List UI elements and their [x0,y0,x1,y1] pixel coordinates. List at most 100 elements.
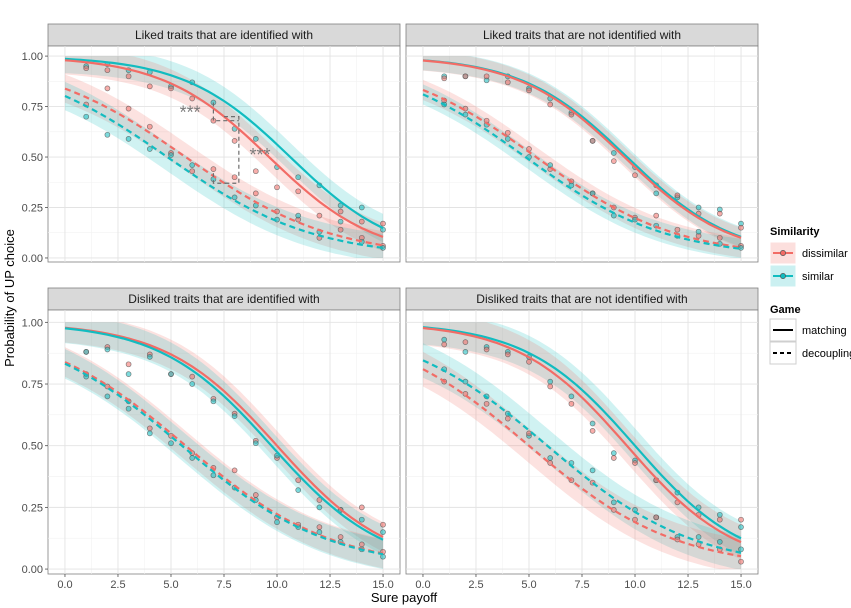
data-point-similar-decoupling [231,194,238,201]
data-point-dissimilar-decoupling [231,174,238,181]
x-tick-label: 12.5 [677,579,698,591]
x-tick-label: 7.5 [216,579,231,591]
data-point-dissimilar-matching [337,208,344,215]
x-tick-label: 5.0 [521,579,536,591]
legend-key-similar: similar [769,264,834,288]
legend-label-decoupling: decoupling [802,348,851,360]
data-point-dissimilar-matching [610,158,617,164]
data-point-similar-decoupling [168,440,174,447]
data-point-similar-matching [125,371,132,377]
data-point-similar-matching [547,378,554,385]
data-point-similar-matching [441,336,448,343]
data-point-dissimilar-matching [274,184,280,191]
data-point-dissimilar-matching [504,351,511,358]
data-point-dissimilar-matching [738,516,744,523]
panel-title: Disliked traits that are identified with [128,292,319,306]
data-point-dissimilar-matching [168,85,174,92]
data-point-similar-decoupling [738,546,744,553]
significance-label-top: *** [180,103,201,123]
data-point-similar-decoupling [716,539,723,545]
y-axis-title: Probability of UP choice [2,229,17,367]
data-point-similar-matching [316,504,323,511]
data-point-similar-decoupling [125,136,132,142]
data-point-similar-decoupling [146,430,153,437]
bracket-decoupling-similarity [212,173,227,184]
data-point-dissimilar-matching [632,172,638,179]
data-point-dissimilar-matching [738,224,744,231]
data-point-dissimilar-decoupling [504,415,511,422]
data-point-dissimilar-matching [295,477,302,484]
data-point-similar-matching [589,420,596,427]
data-point-dissimilar-matching [462,73,469,80]
data-point-similar-decoupling [210,472,217,479]
bracket-game-difference [224,116,240,184]
fit-line-similar-decoupling [64,362,384,556]
x-tick-label: 2.5 [110,579,125,591]
significance-label-right: *** [250,145,271,165]
data-point-similar-matching [210,398,217,405]
x-tick-label: 0.0 [415,579,430,591]
data-point-similar-decoupling [83,113,90,120]
y-tick-label: 0.75 [22,102,43,114]
data-point-similar-decoupling [189,162,196,168]
y-tick-label: 0.00 [22,253,43,265]
fit-line-similar-decoupling [422,93,742,250]
x-tick-label: 15.0 [730,579,751,591]
ribbon-similar-matching [423,322,741,556]
x-tick-label: 0.0 [57,579,72,591]
data-point-similar-matching [653,190,660,197]
bracket-matching-similarity [212,102,239,122]
panel-title: Liked traits that are not identified wit… [483,28,681,42]
data-point-dissimilar-matching [716,210,723,217]
data-point-similar-decoupling [125,405,132,412]
data-point-dissimilar-matching [104,67,111,74]
data-point-dissimilar-decoupling [189,168,196,175]
ribbon-similar-matching [423,56,741,247]
data-point-similar-decoupling [146,146,153,152]
data-point-dissimilar-matching [189,373,196,380]
ribbon-similar-decoupling [65,349,383,569]
ribbon-dissimilar-decoupling [65,74,383,258]
legend-key-decoupling: decoupling [769,341,851,365]
fit-line-dissimilar-matching [64,326,384,538]
data-point-similar-matching [168,371,174,377]
data-point-similar-matching [252,440,259,447]
y-tick-label: 0.00 [22,564,43,576]
data-point-dissimilar-decoupling [146,123,153,130]
ribbon-similar-decoupling [65,81,383,259]
y-tick-label: 0.75 [22,379,43,391]
data-point-dissimilar-matching [568,111,575,118]
data-point-dissimilar-decoupling [316,524,323,530]
ribbon-dissimilar-matching [423,322,741,560]
y-tick-label: 0.25 [22,502,43,514]
data-point-dissimilar-matching [526,358,532,365]
data-point-dissimilar-matching [632,460,638,466]
data-point-similar-matching [568,393,575,400]
data-point-dissimilar-matching [462,339,469,345]
fit-line-similar-matching [64,57,384,230]
data-point-dissimilar-matching [252,168,259,175]
panel-title: Disliked traits that are not identified … [476,292,687,306]
ribbon-similar-matching [65,56,383,243]
data-point-dissimilar-matching [125,73,132,80]
data-point-similar-matching [83,349,90,355]
data-point-dissimilar-decoupling [526,430,532,437]
data-point-dissimilar-matching [358,504,365,511]
data-point-similar-decoupling [738,245,744,251]
fit-line-dissimilar-decoupling [64,87,384,247]
data-point-similar-matching [252,136,259,142]
fit-line-dissimilar-matching [422,59,742,239]
data-point-similar-matching [295,174,302,181]
data-point-dissimilar-decoupling [146,425,153,432]
data-point-dissimilar-matching [483,346,490,353]
x-tick-label: 10.0 [266,579,287,591]
data-point-similar-decoupling [337,218,344,225]
legend-label-dissimilar: dissimilar [802,248,848,260]
data-point-similar-decoupling [295,212,302,219]
y-tick-label: 0.50 [22,152,43,164]
legend-key-matching: matching [769,318,847,342]
data-point-dissimilar-decoupling [125,105,132,112]
data-point-dissimilar-decoupling [483,400,490,407]
x-tick-label: 15.0 [372,579,393,591]
data-point-dissimilar-matching [295,188,302,195]
